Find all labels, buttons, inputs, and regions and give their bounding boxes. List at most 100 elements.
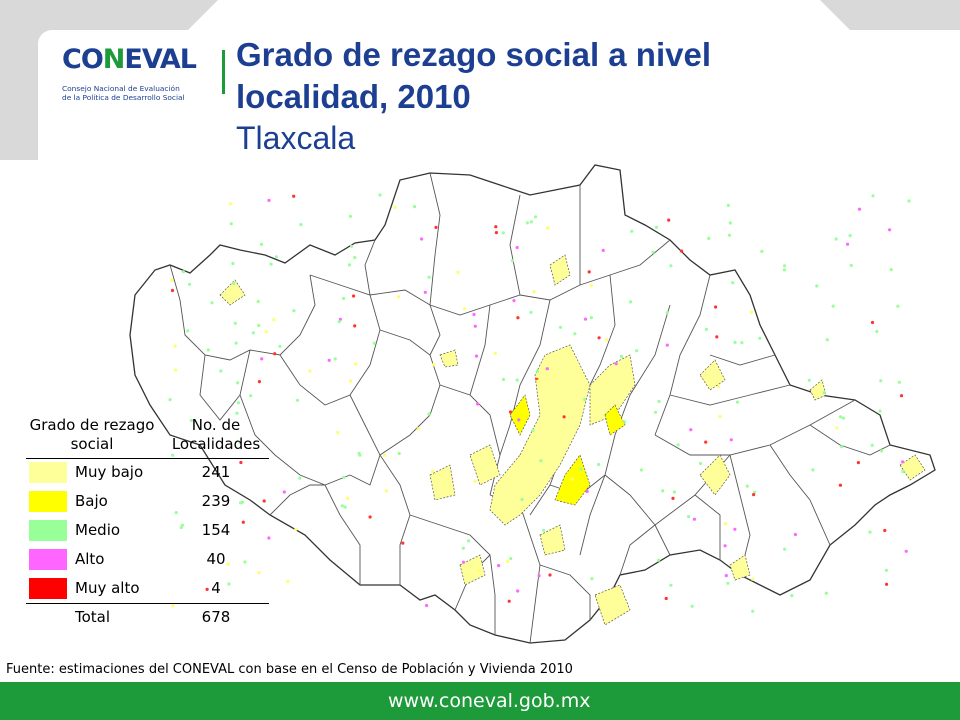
locality-point [605, 338, 609, 342]
locality-point [228, 202, 233, 206]
locality-point [822, 391, 826, 395]
locality-point [512, 299, 516, 303]
legend-divider-bottom [26, 603, 269, 604]
locality-point [509, 557, 513, 561]
locality-point [573, 332, 577, 336]
locality-point [718, 414, 722, 419]
locality-point [884, 568, 889, 572]
locality-point [630, 229, 634, 233]
locality-point [548, 573, 552, 577]
locality-point [689, 428, 693, 432]
locality-point [510, 259, 514, 263]
locality-point [358, 453, 362, 457]
header-divider [222, 50, 225, 94]
locality-point [456, 270, 460, 274]
locality-point [601, 248, 605, 252]
locality-point [282, 490, 286, 494]
locality-point [461, 560, 466, 564]
locality-point [529, 310, 533, 314]
footer-url-link[interactable]: www.coneval.gob.mx [388, 690, 591, 712]
locality-point [875, 329, 879, 334]
locality-point [348, 214, 352, 218]
locality-point [257, 380, 261, 384]
locality-point [267, 536, 271, 540]
locality-point [735, 400, 740, 404]
locality-point [657, 399, 661, 403]
legend-total-label: Total [75, 608, 111, 626]
locality-point [841, 416, 846, 420]
locality-point [740, 341, 744, 345]
locality-point [838, 483, 843, 487]
locality-point [273, 352, 277, 356]
locality-point [539, 459, 543, 463]
locality-point [337, 320, 341, 324]
locality-point [651, 250, 655, 254]
locality-point [536, 379, 540, 383]
locality-point [516, 589, 520, 593]
locality-point [238, 441, 242, 445]
locality-point [704, 440, 708, 444]
locality-point [870, 320, 875, 325]
locality-point [731, 281, 735, 285]
legend-swatch [29, 549, 67, 570]
locality-point [493, 351, 497, 355]
locality-point [727, 233, 732, 237]
locality-point [461, 546, 465, 550]
legend-count: 154 [201, 521, 231, 539]
locality-point [353, 362, 358, 366]
locality-point [342, 296, 346, 301]
locality-point [401, 541, 405, 545]
locality-point [343, 505, 347, 509]
locality-point [749, 310, 754, 314]
state-outline [129, 164, 936, 644]
locality-point [653, 410, 658, 414]
locality-point [186, 329, 190, 333]
corner-decoration-right [820, 0, 960, 30]
locality-point [849, 263, 853, 267]
locality-point [264, 330, 268, 334]
locality-point [723, 544, 727, 548]
locality-point [229, 222, 233, 226]
locality-point [889, 268, 893, 272]
locality-point [174, 368, 178, 372]
locality-point [597, 462, 601, 467]
locality-point [292, 194, 296, 198]
locality-point [835, 426, 839, 430]
locality-point [256, 299, 260, 304]
locality-point [233, 321, 237, 325]
locality-point [590, 577, 594, 581]
locality-point [286, 579, 290, 584]
locality-point [236, 401, 241, 405]
locality-point [834, 237, 838, 241]
locality-point [857, 207, 862, 211]
locality-point [721, 462, 725, 466]
municipality-boundaries [169, 172, 891, 644]
locality-point [382, 453, 387, 457]
locality-point [239, 460, 243, 465]
locality-point [751, 577, 755, 581]
locality-point [657, 558, 661, 562]
legend-swatch [29, 462, 67, 483]
locality-point [173, 344, 177, 348]
locality-point [420, 237, 424, 241]
locality-point [870, 443, 874, 447]
locality-point [758, 336, 762, 340]
locality-point [423, 290, 427, 294]
locality-point [619, 354, 624, 358]
legend-row-total: Total 678 [26, 603, 269, 632]
locality-point [243, 560, 247, 564]
locality-point [336, 430, 340, 435]
locality-point [751, 609, 755, 613]
locality-point [901, 460, 905, 464]
locality-point [257, 571, 261, 575]
locality-point [384, 489, 388, 493]
locality-point [205, 587, 209, 591]
legend-row-medio: Medio 154 [26, 516, 269, 545]
locality-point [783, 264, 787, 268]
locality-point [587, 270, 591, 274]
locality-point [589, 283, 593, 288]
locality-point [880, 449, 884, 453]
legend-label: Medio [75, 521, 121, 539]
locality-point [267, 198, 271, 202]
locality-point [546, 226, 550, 230]
